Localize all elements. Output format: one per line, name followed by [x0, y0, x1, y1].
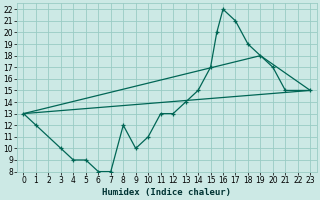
X-axis label: Humidex (Indice chaleur): Humidex (Indice chaleur): [102, 188, 231, 197]
